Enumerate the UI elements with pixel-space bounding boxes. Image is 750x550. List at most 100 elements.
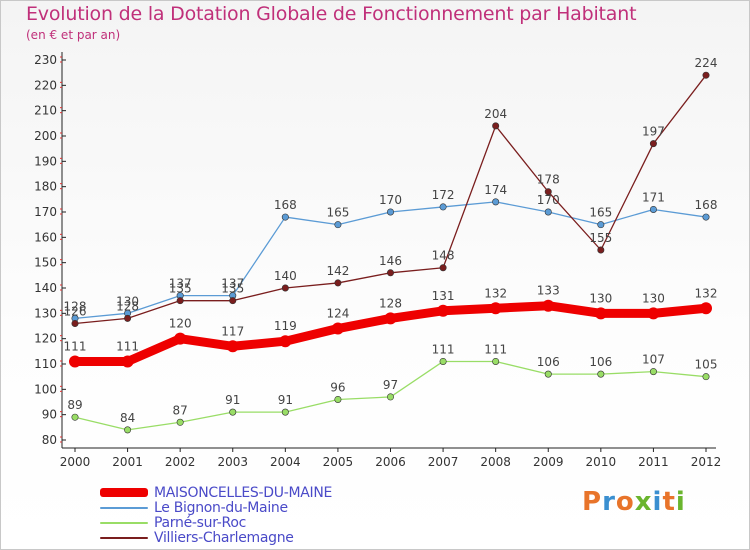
legend-label: Villiers-Charlemagne [154,529,294,546]
data-label-villiers-charlemagne: 178 [537,173,560,187]
data-label-le-bignon-du-maine: 168 [695,198,718,212]
y-tick-label: 80 [42,433,57,447]
data-label-villiers-charlemagne: 126 [64,304,87,318]
x-tick-label: 2002 [165,455,196,469]
data-label-le-bignon-du-maine: 165 [589,206,612,220]
data-point-le-bignon-du-maine [702,213,710,221]
logo-letter: P [582,487,603,517]
data-label-villiers-charlemagne: 197 [642,125,665,139]
x-tick-label: 2004 [270,455,301,469]
y-tick-label: 170 [34,205,57,219]
data-point-parn-sur-roc [281,408,289,416]
data-point-maisoncelles-du-maine [69,355,81,368]
data-label-parn-sur-roc: 96 [330,380,345,394]
y-tick-label: 200 [34,129,57,143]
data-label-villiers-charlemagne: 155 [589,231,612,245]
data-point-parn-sur-roc [544,370,552,378]
data-point-le-bignon-du-maine [439,203,447,211]
data-point-le-bignon-du-maine [334,221,342,229]
data-label-parn-sur-roc: 89 [67,398,82,412]
data-point-villiers-charlemagne [281,284,289,292]
x-tick-label: 2008 [480,455,511,469]
data-label-maisoncelles-du-maine: 128 [379,296,402,310]
data-label-parn-sur-roc: 111 [484,342,507,356]
data-label-parn-sur-roc: 111 [432,342,455,356]
data-label-maisoncelles-du-maine: 130 [642,291,665,305]
data-point-le-bignon-du-maine [492,198,500,206]
data-label-villiers-charlemagne: 148 [432,249,455,263]
data-point-le-bignon-du-maine [281,213,289,221]
data-point-maisoncelles-du-maine [542,299,555,312]
data-point-parn-sur-roc [229,408,237,416]
logo-letter: i [675,487,686,517]
x-tick-label: 2003 [217,455,248,469]
data-point-maisoncelles-du-maine [174,332,187,345]
data-label-maisoncelles-du-maine: 131 [432,289,455,303]
data-label-parn-sur-roc: 107 [642,353,665,367]
x-tick-label: 2010 [586,455,617,469]
data-label-maisoncelles-du-maine: 132 [695,286,718,300]
data-label-maisoncelles-du-maine: 132 [484,286,507,300]
x-tick-label: 2001 [112,455,143,469]
data-point-parn-sur-roc [71,413,79,421]
data-label-le-bignon-du-maine: 174 [484,183,507,197]
data-label-le-bignon-du-maine: 165 [326,206,349,220]
data-point-maisoncelles-du-maine [437,304,450,317]
data-label-le-bignon-du-maine: 128 [64,299,87,313]
data-label-le-bignon-du-maine: 137 [221,277,244,291]
data-label-villiers-charlemagne: 146 [379,254,402,268]
legend-label: MAISONCELLES-DU-MAINE [154,484,333,501]
data-point-maisoncelles-du-maine [279,335,292,348]
data-point-parn-sur-roc [334,395,342,403]
data-label-villiers-charlemagne: 224 [695,56,718,70]
x-tick-label: 2006 [375,455,406,469]
x-tick-label: 2012 [691,455,722,469]
data-point-villiers-charlemagne [386,269,394,277]
logo-letter: r [602,487,616,517]
legend-item: MAISONCELLES-DU-MAINE [100,484,333,501]
y-tick-label: 120 [34,332,57,346]
y-tick-label: 140 [34,281,57,295]
logo-letter: x [634,487,653,517]
data-point-parn-sur-roc [597,370,605,378]
logo-letter: i [652,487,663,517]
y-tick-label: 230 [34,53,57,67]
data-label-le-bignon-du-maine: 172 [432,188,455,202]
data-point-villiers-charlemagne [649,140,657,148]
data-point-maisoncelles-du-maine [489,302,502,315]
data-label-le-bignon-du-maine: 168 [274,198,297,212]
y-tick-label: 150 [34,256,57,270]
y-tick-label: 210 [34,104,57,118]
x-tick-label: 2000 [60,455,91,469]
data-label-villiers-charlemagne: 140 [274,269,297,283]
legend-swatch [100,506,148,509]
data-label-parn-sur-roc: 106 [537,355,560,369]
data-label-le-bignon-du-maine: 170 [379,193,402,207]
data-label-maisoncelles-du-maine: 133 [537,284,560,298]
data-label-maisoncelles-du-maine: 130 [589,291,612,305]
data-point-maisoncelles-du-maine [647,307,660,320]
data-point-villiers-charlemagne [439,264,447,272]
data-label-parn-sur-roc: 97 [383,378,398,392]
data-point-villiers-charlemagne [124,314,132,322]
legend-label: Le Bignon-du-Maine [154,499,288,516]
y-tick-label: 130 [34,306,57,320]
y-tick-label: 90 [42,408,57,422]
data-point-maisoncelles-du-maine [226,340,239,353]
logo-letter: o [615,487,635,517]
x-tick-label: 2005 [323,455,354,469]
y-tick-label: 190 [34,154,57,168]
x-tick-label: 2009 [533,455,564,469]
data-label-villiers-charlemagne: 135 [221,282,244,296]
proxiti-logo: Proxiti [582,487,686,517]
y-tick-label: 100 [34,382,57,396]
data-label-villiers-charlemagne: 204 [484,107,507,121]
legend-swatch [100,536,148,539]
data-point-parn-sur-roc [702,373,710,381]
chart-legend: MAISONCELLES-DU-MAINE Le Bignon-du-Maine P… [100,484,333,546]
data-point-maisoncelles-du-maine [121,355,134,368]
data-point-maisoncelles-du-maine [594,307,607,320]
data-point-parn-sur-roc [124,426,132,434]
data-label-maisoncelles-du-maine: 119 [274,319,297,333]
